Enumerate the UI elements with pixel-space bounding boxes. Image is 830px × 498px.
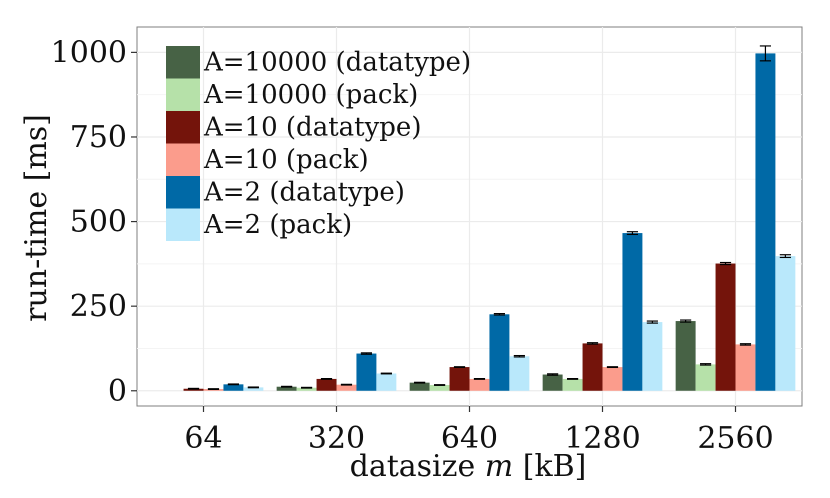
- bar: [675, 321, 696, 391]
- x-tick-label: 640: [441, 421, 498, 456]
- legend-label: A=10000 (datatype): [203, 48, 471, 78]
- x-tick-label: 64: [184, 421, 222, 456]
- legend-label: A=10000 (pack): [203, 80, 418, 110]
- bar: [223, 384, 244, 391]
- bar: [509, 356, 530, 391]
- legend-key: [166, 143, 200, 176]
- y-tick-label: 250: [70, 289, 127, 324]
- bar: [695, 364, 716, 391]
- bar: [542, 374, 563, 391]
- bar: [642, 322, 663, 391]
- legend-key: [166, 78, 200, 111]
- bar: [243, 387, 264, 391]
- bar: [562, 378, 583, 391]
- bar: [489, 314, 510, 391]
- axes: 0 250 500 750 1000 64 320 640 1280 2560: [51, 35, 774, 456]
- y-tick-label: 1000: [51, 35, 127, 70]
- bar: [376, 373, 397, 391]
- bar: [449, 367, 470, 391]
- bar: [183, 388, 204, 391]
- bars: [183, 45, 796, 391]
- bar: [755, 53, 776, 391]
- legend-label: A=2 (pack): [203, 210, 352, 240]
- bar: [336, 384, 357, 391]
- legend-key: [166, 111, 200, 144]
- x-axis-title: datasize m [kB]: [350, 449, 587, 484]
- x-tick-label: 2560: [697, 421, 773, 456]
- y-tick-label: 0: [108, 374, 127, 409]
- bar: [316, 378, 337, 391]
- bar: [602, 367, 623, 391]
- legend-label: A=10 (pack): [203, 145, 369, 175]
- x-tick-label: 1280: [564, 421, 640, 456]
- y-tick-label: 750: [70, 120, 127, 155]
- legend-key: [166, 46, 200, 79]
- legend-label: A=2 (datatype): [203, 178, 405, 208]
- x-tick-label: 320: [308, 421, 365, 456]
- bar: [296, 387, 317, 391]
- bar: [409, 382, 430, 391]
- bar: [469, 378, 490, 391]
- bar: [715, 263, 736, 391]
- bar: [429, 385, 450, 391]
- legend: A=10000 (datatype)A=10000 (pack)A=10 (da…: [166, 46, 471, 241]
- bar: [775, 256, 796, 391]
- bar: [735, 344, 756, 391]
- bar: [356, 353, 377, 391]
- bar: [582, 343, 603, 391]
- y-axis-title: run-time [ms]: [19, 114, 54, 322]
- legend-key: [166, 208, 200, 241]
- y-tick-label: 500: [70, 205, 127, 240]
- bar: [276, 386, 297, 391]
- legend-key: [166, 176, 200, 209]
- legend-label: A=10 (datatype): [203, 113, 421, 143]
- bar: [622, 233, 643, 391]
